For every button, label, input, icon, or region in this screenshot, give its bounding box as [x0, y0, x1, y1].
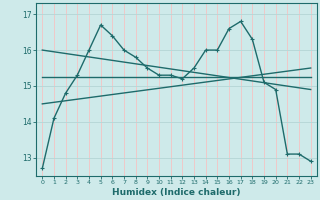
X-axis label: Humidex (Indice chaleur): Humidex (Indice chaleur): [112, 188, 241, 197]
